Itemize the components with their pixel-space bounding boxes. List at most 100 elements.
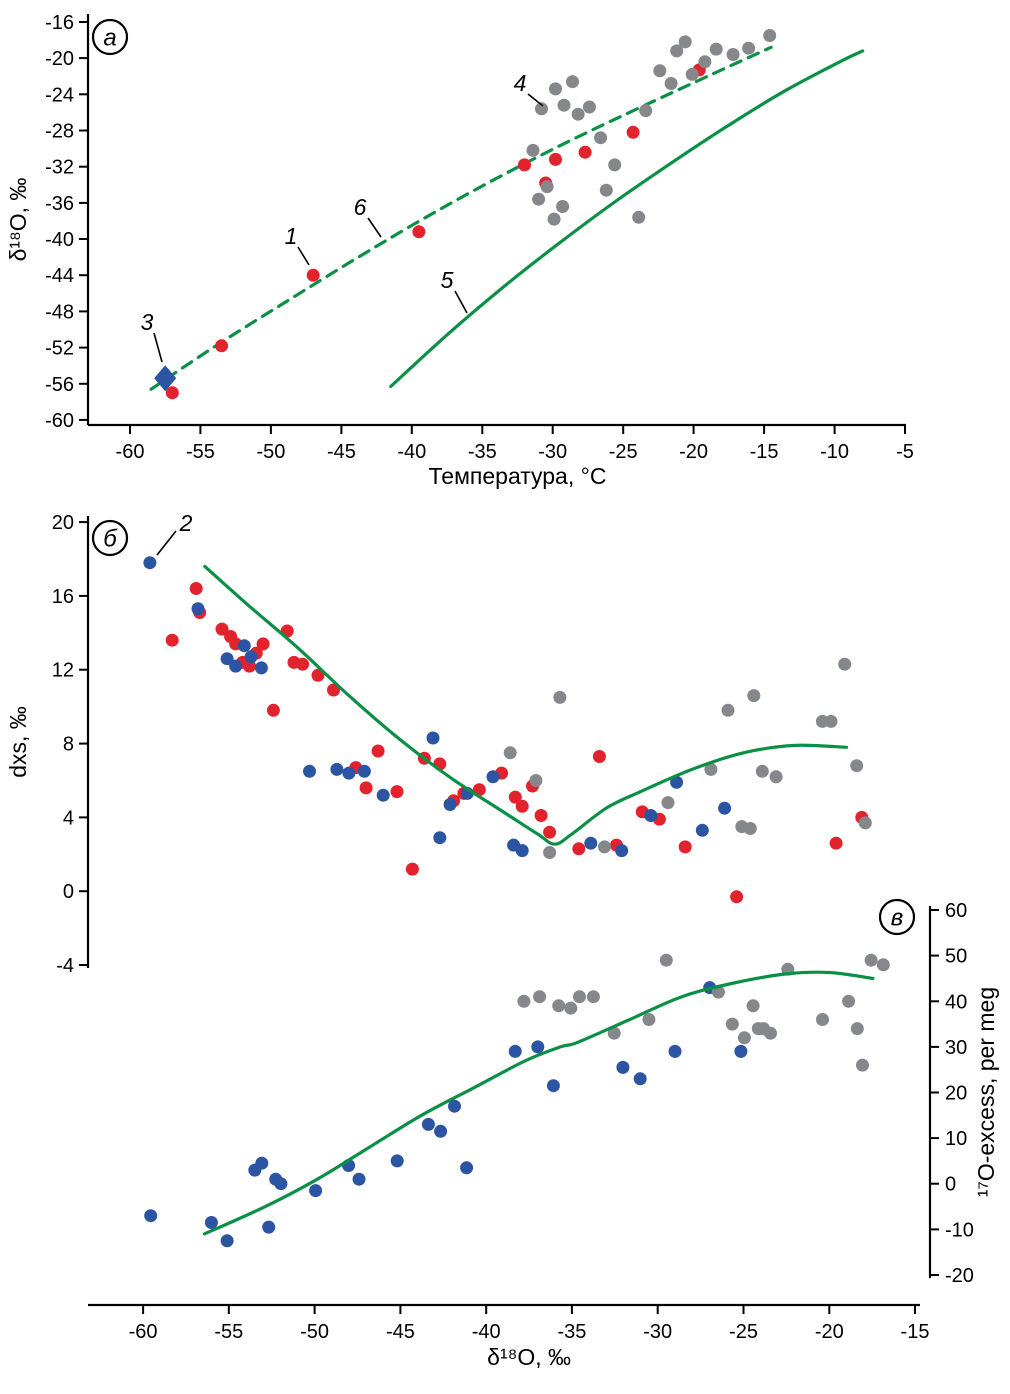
data-point-series-1 bbox=[592, 750, 606, 763]
shared-x-axis: -60 -55 -50 -45 -40 -35 -30 -25 -20 -15 δ¹⁸O, ‰ bbox=[88, 1303, 930, 1370]
panel-b: 20 16 12 8 4 0 -4 dxs, ‰ 2 б bbox=[5, 510, 872, 977]
y-tick-label: 0 bbox=[63, 881, 74, 903]
data-point-series-4 bbox=[850, 759, 864, 773]
data-point-series-4 bbox=[685, 67, 699, 81]
data-point-series-4 bbox=[540, 180, 554, 194]
data-point-series-1 bbox=[626, 125, 640, 139]
y-tick-label: -40 bbox=[45, 229, 74, 251]
data-point-series-4 bbox=[586, 990, 600, 1004]
data-point-series-2 bbox=[433, 831, 447, 845]
data-point-series-1 bbox=[266, 703, 280, 717]
data-point-series-4 bbox=[632, 210, 646, 224]
data-point-series-2 bbox=[531, 1040, 545, 1054]
data-point-series-1 bbox=[189, 582, 203, 595]
data-point-series-2 bbox=[584, 836, 598, 850]
data-point-series-2 bbox=[434, 1124, 448, 1138]
data-point-series-2 bbox=[515, 844, 529, 858]
y-tick-label: -32 bbox=[45, 157, 74, 179]
y-tick-label: -10 bbox=[945, 1219, 974, 1241]
x-tick-label: -15 bbox=[901, 1321, 930, 1343]
trend-line-5 bbox=[389, 49, 865, 389]
data-point-series-2 bbox=[448, 1099, 461, 1113]
data-point-series-1 bbox=[534, 809, 548, 822]
y-axis-title: δ¹⁸O, ‰ bbox=[5, 178, 31, 262]
y-tick-label: -16 bbox=[45, 12, 74, 34]
data-point-series-4 bbox=[742, 41, 756, 55]
data-point-series-4 bbox=[608, 158, 622, 172]
x-tick-label: -60 bbox=[116, 441, 145, 463]
data-point-series-4 bbox=[549, 82, 562, 96]
x-tick-label: -20 bbox=[815, 1321, 844, 1343]
data-point-series-4 bbox=[876, 958, 890, 972]
data-point-series-2 bbox=[144, 1209, 158, 1223]
y-tick-label: 20 bbox=[945, 1083, 967, 1105]
data-point-series-4 bbox=[670, 44, 684, 58]
panel-badge-circle bbox=[91, 519, 129, 557]
data-point-series-1 bbox=[549, 152, 562, 166]
y-tick-label: 12 bbox=[52, 660, 74, 682]
y-tick-label: 20 bbox=[52, 512, 74, 534]
annotation-label: 1 bbox=[285, 223, 298, 249]
y-tick-label: -52 bbox=[45, 338, 74, 360]
data-point-series-4 bbox=[856, 1058, 869, 1072]
x-tick-label: -5 bbox=[896, 441, 914, 463]
data-point-series-4 bbox=[838, 657, 852, 671]
data-point-series-2 bbox=[274, 1177, 288, 1191]
data-point-series-4 bbox=[704, 762, 718, 776]
data-point-series-4 bbox=[743, 822, 757, 835]
x-axis-title: δ¹⁸O, ‰ bbox=[487, 1344, 571, 1370]
panel-badge-circle bbox=[91, 18, 129, 56]
data-point-series-2 bbox=[633, 1072, 647, 1086]
annotation-leader bbox=[454, 290, 468, 314]
data-point-series-2 bbox=[486, 770, 500, 784]
annotation-label: 3 bbox=[141, 309, 154, 335]
data-point-series-2 bbox=[546, 1079, 560, 1093]
x-tick-label: -25 bbox=[609, 441, 638, 463]
data-point-series-4 bbox=[709, 42, 723, 56]
data-point-series-4 bbox=[737, 1031, 751, 1045]
data-point-series-4 bbox=[571, 107, 585, 121]
data-point-series-4 bbox=[553, 690, 567, 704]
x-tick-label: -10 bbox=[820, 441, 849, 463]
x-tick-label: -55 bbox=[186, 441, 215, 463]
x-tick-label: -35 bbox=[557, 1321, 586, 1343]
y-tick-label: 40 bbox=[945, 991, 967, 1013]
data-point-series-4 bbox=[721, 703, 735, 717]
annotation-leader bbox=[153, 332, 163, 363]
data-point-series-4 bbox=[526, 143, 540, 157]
data-point-series-2 bbox=[237, 639, 251, 653]
x-tick-label: -35 bbox=[468, 441, 497, 463]
data-point-series-1 bbox=[327, 683, 340, 697]
data-point-series-2 bbox=[352, 1172, 366, 1186]
data-point-series-1 bbox=[359, 781, 373, 795]
data-point-series-1 bbox=[829, 836, 843, 850]
data-point-series-4 bbox=[582, 100, 596, 114]
data-point-series-4 bbox=[661, 796, 675, 810]
data-point-series-2 bbox=[616, 1060, 630, 1074]
data-point-series-2 bbox=[460, 1161, 474, 1175]
data-point-series-1 bbox=[306, 268, 320, 282]
panel-v: 60 50 40 30 20 10 0 -10 -20 ¹⁷O-excess, per meg в bbox=[144, 898, 999, 1287]
data-point-series-2 bbox=[421, 1117, 435, 1131]
y-tick-label: 50 bbox=[945, 946, 967, 968]
y-tick-label: -56 bbox=[45, 374, 74, 396]
data-point-series-4 bbox=[763, 29, 777, 42]
y-tick-label: -60 bbox=[45, 410, 74, 432]
y-tick-label: -4 bbox=[56, 955, 74, 977]
data-point-series-2 bbox=[309, 1184, 323, 1198]
y-tick-label: -24 bbox=[45, 84, 74, 106]
y-tick-label: -44 bbox=[45, 265, 74, 287]
data-point-series-2 bbox=[244, 650, 258, 664]
data-point-series-1 bbox=[508, 790, 522, 804]
data-point-series-4 bbox=[552, 999, 566, 1013]
x-tick-label: -30 bbox=[643, 1321, 672, 1343]
annotation-leader bbox=[156, 530, 177, 556]
data-point-series-2 bbox=[426, 731, 440, 745]
x-tick-label: -50 bbox=[256, 441, 285, 463]
data-point-series-2 bbox=[262, 1220, 276, 1234]
y-tick-label: 30 bbox=[945, 1037, 967, 1059]
data-point-series-4 bbox=[573, 990, 586, 1004]
x-tick-label: -40 bbox=[397, 441, 426, 463]
data-point-series-4 bbox=[725, 1017, 739, 1031]
